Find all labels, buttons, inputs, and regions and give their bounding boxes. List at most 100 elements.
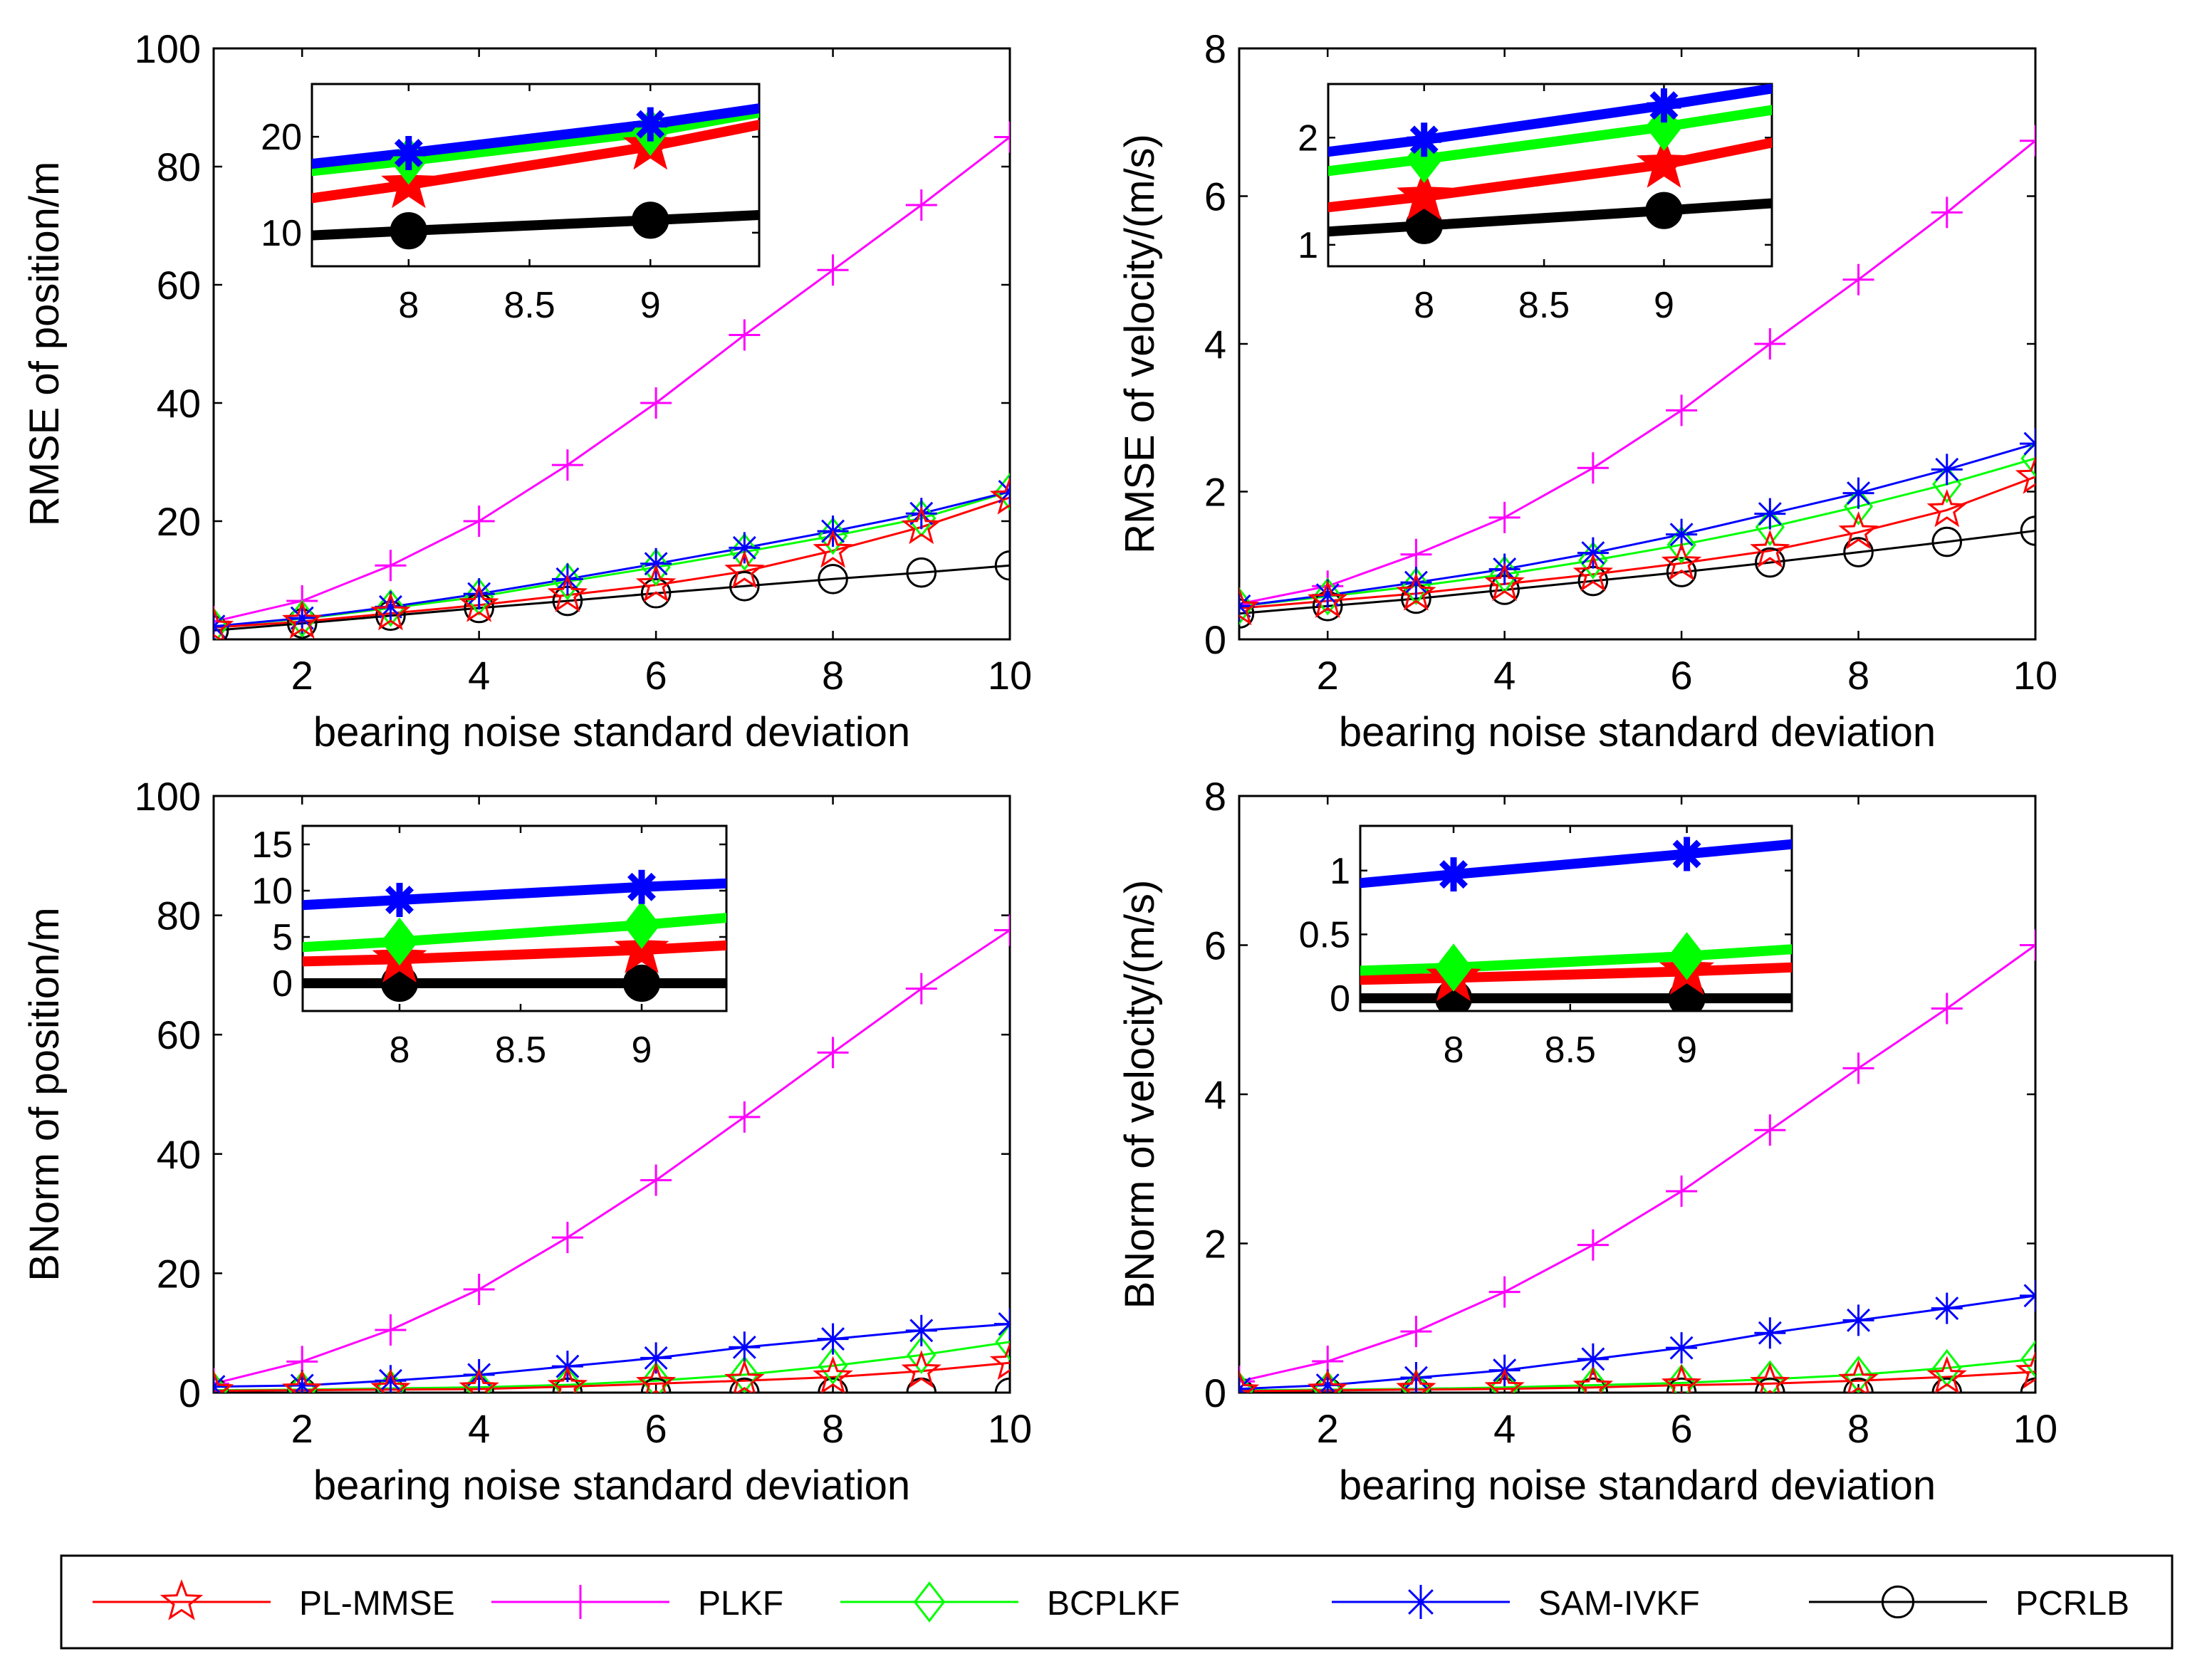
- inset-x-tick-label: 9: [1676, 1030, 1697, 1071]
- data-point: [1400, 538, 1432, 570]
- data-point: [1754, 1317, 1786, 1349]
- plus-icon: [563, 1585, 598, 1619]
- inset-x-tick-label: 8.5: [495, 1030, 546, 1071]
- data-point: [1313, 577, 1342, 616]
- x-tick-label: 10: [988, 1406, 1032, 1451]
- x-axis-label: bearing noise standard deviation: [1339, 1462, 1936, 1509]
- asterisk-icon: [1404, 1585, 1438, 1619]
- inset-data-point: [1636, 135, 1692, 188]
- data-point: [1666, 1175, 1698, 1208]
- data-point: [1666, 1363, 1696, 1393]
- data-point: [1931, 197, 1963, 229]
- series-line: [1239, 1371, 2035, 1393]
- inset-data-point: [391, 136, 426, 171]
- inset-3: 8 8.5 9 0 5 10 15: [251, 824, 728, 1071]
- inset-data-point: [632, 201, 669, 239]
- y-tick-label: 60: [157, 263, 201, 308]
- markers-sam-ivkf: [214, 1308, 1010, 1393]
- markers-sam-ivkf: [1239, 428, 2035, 622]
- x-axis-label: bearing noise standard deviation: [313, 1462, 910, 1509]
- chart-2: 2 4 6 8 10 0 2 4 6 8 bearing noise standard deviat…: [1117, 26, 2057, 755]
- series-sam-ivkf: [214, 1323, 1010, 1388]
- x-tick-label: 2: [1317, 1406, 1339, 1451]
- data-point: [724, 1359, 765, 1393]
- data-point: [729, 533, 759, 571]
- data-point: [1488, 1276, 1520, 1308]
- data-point: [1396, 1368, 1436, 1393]
- x-tick-label: 2: [291, 1406, 313, 1451]
- inset-x-tick-label: 9: [1654, 285, 1674, 326]
- inset-data-point: [1668, 932, 1706, 980]
- data-point: [1843, 1356, 1874, 1393]
- markers-pl-mmse: [214, 476, 1010, 639]
- inset-markers-pl-mmse: [1397, 135, 1692, 220]
- data-point: [282, 600, 323, 639]
- inset-line-bcplkf: [1360, 944, 1792, 976]
- y-tick-label: 100: [135, 26, 201, 71]
- inset-y-tick-label: 1: [1330, 851, 1350, 892]
- data-point: [640, 1164, 672, 1196]
- y-tick-label: 2: [1204, 1222, 1226, 1267]
- series-line: [1239, 944, 2035, 1383]
- legend-label: PLKF: [698, 1585, 783, 1623]
- x-tick-label: 8: [822, 1406, 844, 1451]
- series-line: [214, 491, 1010, 628]
- x-tick-label: 8: [822, 653, 844, 698]
- data-point: [463, 1274, 495, 1306]
- y-tick-label: 4: [1204, 1072, 1226, 1117]
- data-point: [1754, 1114, 1786, 1146]
- x-tick-label: 10: [2013, 1406, 2057, 1451]
- inset-x-tick-label: 8: [390, 1030, 410, 1071]
- inset-y-tick-label: 0: [272, 963, 293, 1005]
- data-point: [375, 550, 407, 582]
- data-point: [1661, 1363, 1702, 1393]
- inset-y-tick-label: 5: [272, 917, 293, 958]
- data-point: [214, 606, 234, 639]
- data-point: [994, 121, 1010, 153]
- x-tick-label: 10: [2013, 653, 2057, 698]
- data-point: [551, 449, 583, 481]
- data-point: [901, 1350, 941, 1388]
- data-point: [817, 1323, 849, 1355]
- data-point: [1842, 477, 1874, 509]
- data-point: [1488, 553, 1520, 585]
- inset-x-tick-label: 8: [1444, 1030, 1464, 1071]
- data-point: [1488, 501, 1520, 533]
- data-point: [214, 1369, 234, 1393]
- x-tick-label: 8: [1847, 1406, 1869, 1451]
- inset-line-bcplkf: [303, 913, 726, 953]
- y-tick-label: 2: [1204, 470, 1226, 515]
- inset-y-tick-label: 10: [261, 213, 302, 254]
- data-point: [1926, 488, 1967, 528]
- data-point: [287, 599, 317, 638]
- data-point: [286, 602, 318, 634]
- data-point: [2020, 1340, 2035, 1378]
- data-point: [459, 584, 499, 622]
- y-tick-label: 20: [157, 1251, 201, 1296]
- series-plkf: [214, 136, 1010, 623]
- y-tick-label: 40: [157, 1132, 201, 1177]
- data-point: [1755, 1360, 1785, 1393]
- circle-icon: [1881, 1585, 1915, 1619]
- data-point: [1842, 1052, 1874, 1084]
- data-point: [1842, 263, 1874, 295]
- data-point: [1577, 1343, 1609, 1375]
- data-point: [282, 1368, 323, 1393]
- x-tick-label: 6: [1671, 653, 1693, 698]
- data-point: [1572, 1366, 1614, 1393]
- inset-markers-sam-ivkf: [1436, 837, 1704, 892]
- data-point: [1239, 587, 1260, 626]
- inset-data-point: [622, 901, 661, 949]
- inset-data-point: [633, 107, 668, 142]
- inset-line-sam-ivkf: [303, 878, 726, 911]
- y-tick-label: 0: [1204, 1371, 1226, 1415]
- inset-markers-bcplkf: [1434, 932, 1706, 992]
- data-point: [1401, 567, 1431, 605]
- inset-y-tick-label: 20: [261, 117, 302, 158]
- data-point: [1484, 562, 1525, 602]
- inset-markers-pcrlb: [390, 201, 669, 250]
- data-point: [989, 476, 1010, 515]
- data-point: [1400, 567, 1432, 599]
